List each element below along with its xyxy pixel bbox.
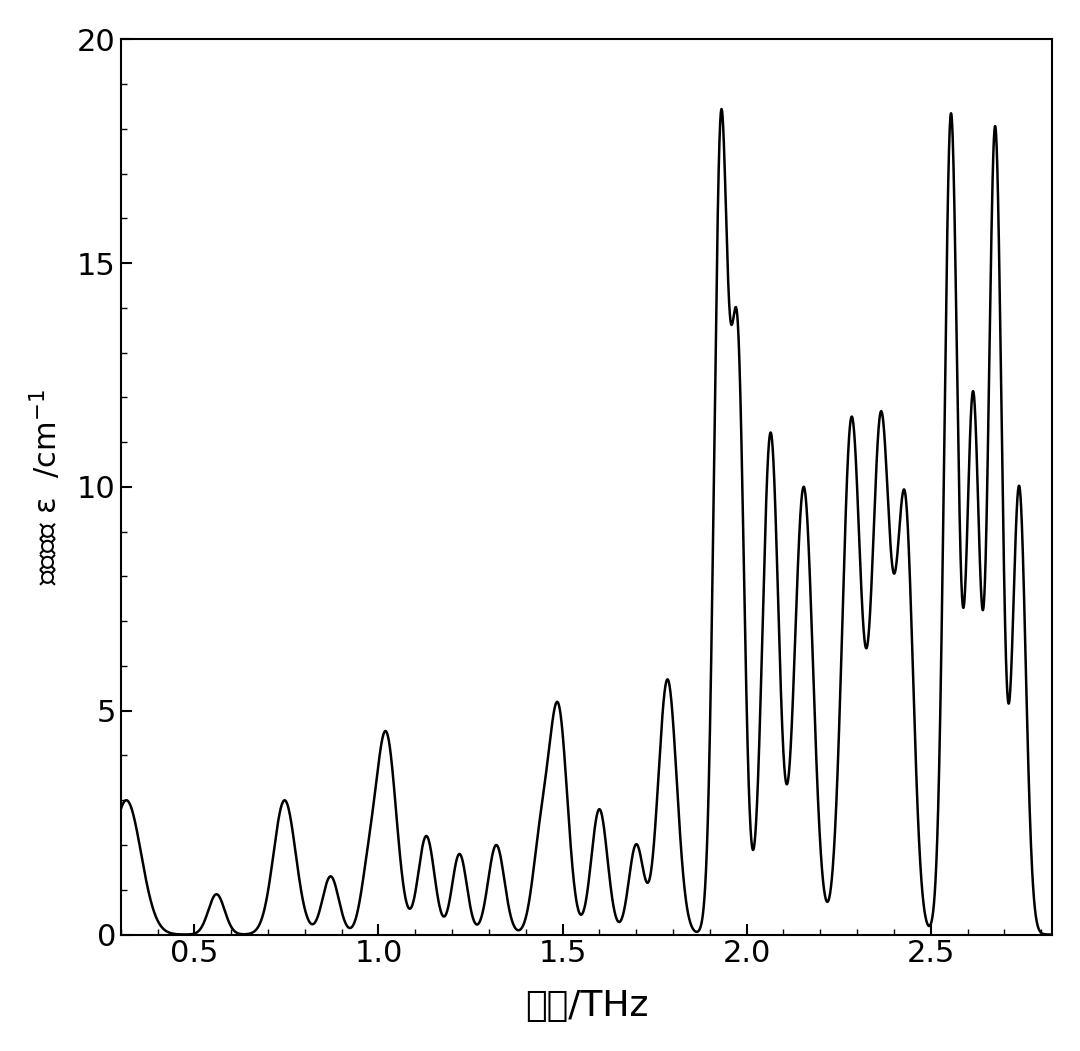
X-axis label: 频率/THz: 频率/THz <box>525 989 648 1024</box>
Y-axis label: 吸收系数 ε  /cm$^{-1}$: 吸收系数 ε /cm$^{-1}$ <box>28 389 64 584</box>
